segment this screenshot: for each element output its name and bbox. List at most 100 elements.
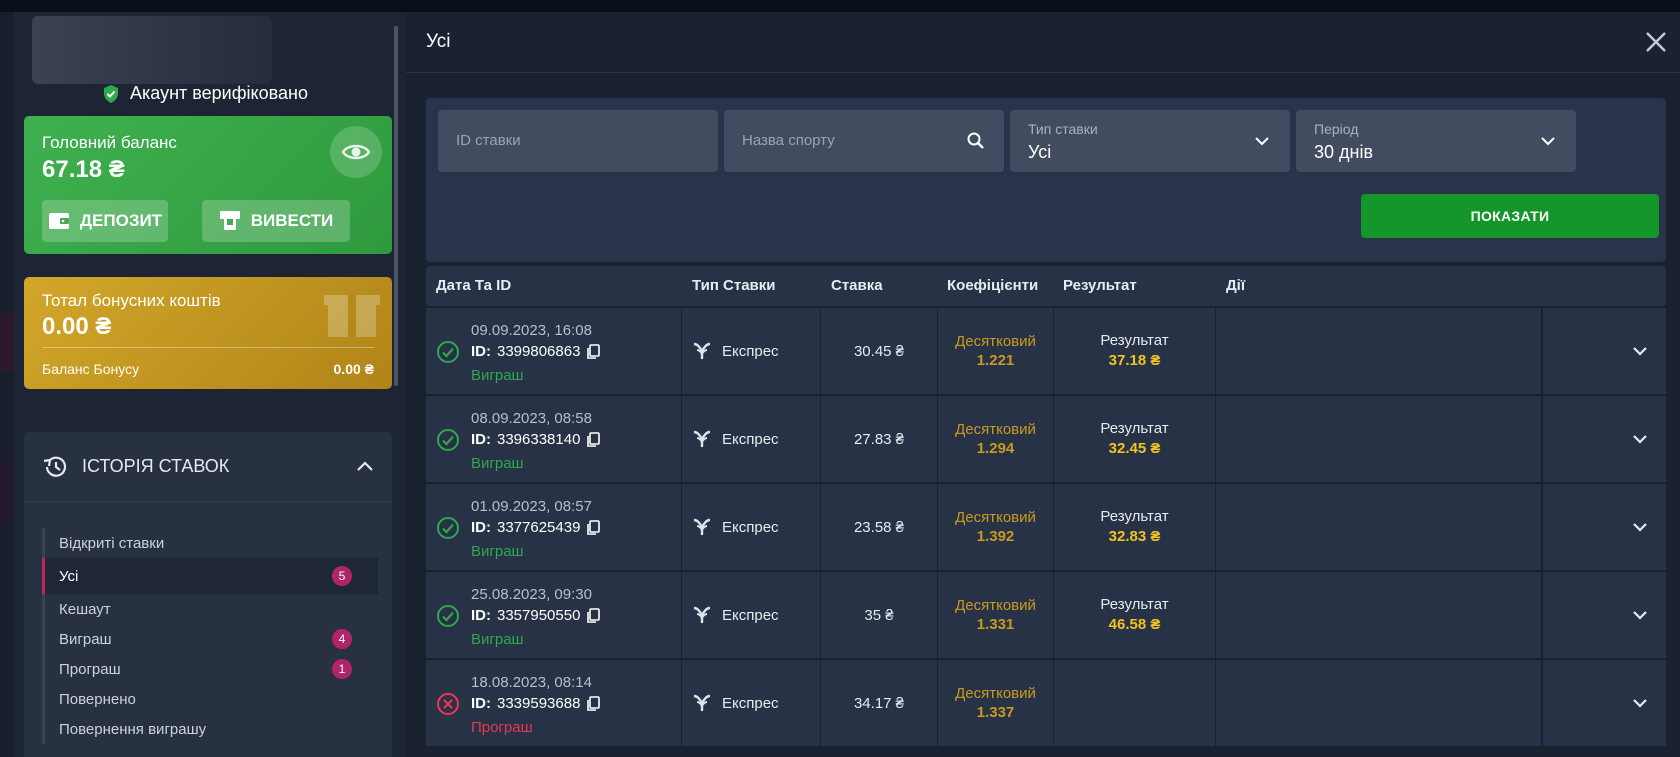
stake-cell: 23.58 ₴ xyxy=(821,484,938,570)
bet-id-label: ID: xyxy=(471,519,491,536)
coef-format: Десятковий xyxy=(955,509,1036,526)
count-badge: 1 xyxy=(332,659,352,679)
history-item-win-return[interactable]: Повернення виграшу xyxy=(45,714,378,744)
bet-id-line: ID: 3357950550 xyxy=(471,607,601,624)
bonus-amount: 0.00 ₴ xyxy=(42,313,112,340)
date-id-cell: 09.09.2023, 16:08 ID: 3399806863 Виграш xyxy=(426,308,682,394)
history-item-cashout[interactable]: Кешаут xyxy=(45,594,378,624)
bet-id: 3377625439 xyxy=(497,519,581,536)
bet-status: Виграш xyxy=(471,455,524,472)
coef-value: 1.392 xyxy=(976,528,1015,545)
copy-icon[interactable] xyxy=(586,431,601,448)
history-item-win[interactable]: Виграш 4 xyxy=(45,624,378,654)
express-icon xyxy=(693,694,711,711)
table-row[interactable]: 01.09.2023, 08:57 ID: 3377625439 Виграш Експ… xyxy=(426,482,1666,570)
history-item-open[interactable]: Відкриті ставки xyxy=(45,528,378,558)
table-row[interactable]: 25.08.2023, 09:30 ID: 3357950550 Виграш Експ… xyxy=(426,570,1666,658)
show-button[interactable]: ПОКАЗАТИ xyxy=(1361,194,1659,238)
withdraw-button[interactable]: ВИВЕСТИ xyxy=(202,200,350,242)
history-item-label: Відкриті ставки xyxy=(59,534,165,552)
express-icon xyxy=(693,342,711,359)
history-item-loss[interactable]: Програш 1 xyxy=(45,654,378,684)
sport-search-input[interactable]: Назва спорту xyxy=(724,110,1004,172)
stake-cell: 34.17 ₴ xyxy=(821,660,938,746)
coef-value: 1.221 xyxy=(976,352,1015,369)
chevron-down-icon[interactable] xyxy=(1630,341,1650,361)
coef-cell: Десятковий 1.331 xyxy=(938,572,1054,658)
background-fragment xyxy=(0,462,14,522)
wallet-icon xyxy=(48,213,69,229)
atm-icon xyxy=(219,211,240,230)
stake-cell: 35 ₴ xyxy=(821,572,938,658)
expand-cell[interactable] xyxy=(1542,572,1666,658)
page-title: Усі xyxy=(426,31,451,52)
result-amount: 46.58 ₴ xyxy=(1108,616,1161,633)
bet-id-line: ID: 3339593688 xyxy=(471,695,601,712)
table-row[interactable]: 09.09.2023, 16:08 ID: 3399806863 Виграш Експ… xyxy=(426,306,1666,394)
coef-cell: Десятковий 1.221 xyxy=(938,308,1054,394)
bet-history-header[interactable]: ІСТОРІЯ СТАВОК xyxy=(24,432,392,502)
stake-amount: 35 ₴ xyxy=(864,606,894,624)
table-row[interactable]: 18.08.2023, 08:14 ID: 3339593688 Програш Екс… xyxy=(426,658,1666,746)
divider xyxy=(42,347,374,348)
stake-amount: 23.58 ₴ xyxy=(853,518,905,536)
copy-icon[interactable] xyxy=(586,343,601,360)
table-row[interactable]: 08.09.2023, 08:58 ID: 3396338140 Виграш Експ… xyxy=(426,394,1666,482)
check-circle-icon xyxy=(437,517,459,539)
search-icon[interactable] xyxy=(966,131,986,151)
copy-icon[interactable] xyxy=(586,519,601,536)
date-id-cell: 08.09.2023, 08:58 ID: 3396338140 Виграш xyxy=(426,396,682,482)
bet-status: Виграш xyxy=(471,631,524,648)
avatar xyxy=(32,16,272,84)
bet-type: Експрес xyxy=(722,342,779,360)
bet-status: Виграш xyxy=(471,543,524,560)
actions-cell xyxy=(1216,308,1542,394)
check-circle-icon xyxy=(437,341,459,363)
deposit-button[interactable]: ДЕПОЗИТ xyxy=(42,200,168,242)
count-badge: 5 xyxy=(332,566,352,586)
chevron-up-icon[interactable] xyxy=(356,458,374,476)
sidebar-scrollbar[interactable] xyxy=(394,26,398,386)
bet-type: Експрес xyxy=(722,518,779,536)
period-select[interactable]: Період 30 днів xyxy=(1296,110,1576,172)
chevron-down-icon xyxy=(1255,137,1269,146)
copy-icon[interactable] xyxy=(586,695,601,712)
bet-type-cell: Експрес xyxy=(682,572,821,658)
bet-id: 3396338140 xyxy=(497,431,581,448)
filters-panel: ID ставки Назва спорту Тип ставки Усі Пе… xyxy=(426,98,1666,262)
expand-cell[interactable] xyxy=(1542,308,1666,394)
expand-cell[interactable] xyxy=(1542,396,1666,482)
bet-type-cell: Експрес xyxy=(682,308,821,394)
express-icon xyxy=(693,518,711,535)
actions-cell xyxy=(1216,396,1542,482)
bet-id-input[interactable]: ID ставки xyxy=(438,110,718,172)
bet-id-label: ID: xyxy=(471,431,491,448)
history-item-returned[interactable]: Повернено xyxy=(45,684,378,714)
shield-check-icon xyxy=(104,84,119,103)
toggle-balance-visibility-button[interactable] xyxy=(330,126,382,178)
table-header: Дата Та ID Тип Ставки Ставка Коефіцієнти… xyxy=(426,266,1666,306)
chevron-down-icon[interactable] xyxy=(1630,429,1650,449)
close-icon[interactable] xyxy=(1644,30,1668,54)
background-page-edge xyxy=(0,12,14,757)
result-label: Результат xyxy=(1100,332,1169,349)
result-cell: Результат 32.83 ₴ xyxy=(1054,484,1216,570)
express-icon xyxy=(693,430,711,447)
bet-id: 3399806863 xyxy=(497,343,581,360)
copy-icon[interactable] xyxy=(586,607,601,624)
expand-cell[interactable] xyxy=(1542,660,1666,746)
stake-amount: 30.45 ₴ xyxy=(853,342,905,360)
result-cell: Результат 37.18 ₴ xyxy=(1054,308,1216,394)
bet-date: 18.08.2023, 08:14 xyxy=(471,674,592,691)
bet-history-section: ІСТОРІЯ СТАВОК Відкриті ставки Усі 5 Кеша… xyxy=(24,432,392,757)
main-balance-title: Головний баланс xyxy=(42,133,177,152)
chevron-down-icon[interactable] xyxy=(1630,693,1650,713)
bet-type-select[interactable]: Тип ставки Усі xyxy=(1010,110,1290,172)
chevron-down-icon[interactable] xyxy=(1630,517,1650,537)
bet-type-label: Тип ставки xyxy=(1028,121,1098,137)
expand-cell[interactable] xyxy=(1542,484,1666,570)
express-icon xyxy=(693,606,711,623)
history-item-all[interactable]: Усі 5 xyxy=(42,558,378,594)
chevron-down-icon[interactable] xyxy=(1630,605,1650,625)
